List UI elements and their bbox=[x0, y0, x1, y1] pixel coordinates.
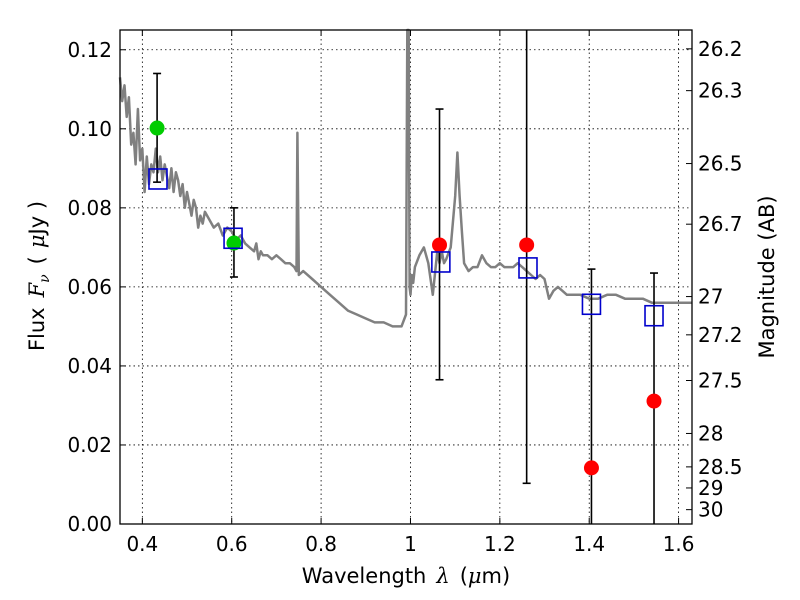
y2-tick-label: 27.2 bbox=[698, 323, 743, 347]
x-axis-title: Wavelength λ (μm) bbox=[302, 564, 510, 588]
detection-point bbox=[149, 120, 165, 136]
y-tick-label: 0.04 bbox=[67, 354, 112, 378]
x-tick-label: 0.8 bbox=[305, 532, 337, 556]
x-tick-label: 0.4 bbox=[126, 532, 158, 556]
y2-axis-title: Magnitude (AB) bbox=[755, 195, 779, 358]
model-photometry-square bbox=[223, 227, 243, 250]
y-tick-label: 0.00 bbox=[67, 512, 112, 536]
y2-tick-label: 26.7 bbox=[698, 212, 743, 236]
nondetection-point bbox=[519, 237, 535, 253]
y-tick-label: 0.02 bbox=[67, 433, 112, 457]
y2-tick-label: 29 bbox=[698, 476, 723, 500]
detection-point bbox=[226, 235, 242, 251]
y2-tick-label: 26.3 bbox=[698, 79, 743, 103]
y-axis-title: FluxFν(μJy ) bbox=[25, 201, 53, 351]
y2-tick-label: 26.5 bbox=[698, 152, 743, 176]
model-spectrum-layer bbox=[118, 28, 692, 328]
model-photometry-square bbox=[581, 293, 602, 316]
model-photometry-square bbox=[518, 257, 538, 279]
x-tick-label: 1.4 bbox=[573, 532, 605, 556]
y-tick-label: 0.10 bbox=[67, 117, 112, 141]
x-tick-label: 1 bbox=[404, 532, 417, 556]
points-layer bbox=[148, 120, 664, 476]
nondetection-point bbox=[646, 393, 662, 409]
nondetection-point bbox=[432, 237, 448, 253]
plot-frame bbox=[119, 29, 693, 525]
x-tick-label: 1.6 bbox=[663, 532, 695, 556]
model-spectrum-line bbox=[118, 28, 692, 328]
y2-tick-label: 27 bbox=[698, 285, 723, 309]
y2-tick-label: 27.5 bbox=[698, 369, 743, 393]
x-tick-label: 1.2 bbox=[484, 532, 516, 556]
y-tick-label: 0.06 bbox=[67, 275, 112, 299]
y-tick-label: 0.08 bbox=[67, 196, 112, 220]
x-tick-label: 0.6 bbox=[216, 532, 248, 556]
model-photometry-square bbox=[431, 251, 451, 273]
model-photometry-square bbox=[644, 304, 664, 327]
y2-tick-label: 28 bbox=[698, 421, 723, 445]
y-tick-label: 0.12 bbox=[67, 38, 112, 62]
model-photometry-square bbox=[148, 168, 168, 190]
ticks-layer: 0.4 0.6 0.8 1 1.2 1.4 1.6 0.00 0.02 0.04 0.06 0.08 0… bbox=[67, 30, 743, 556]
y2-tick-label: 26.2 bbox=[698, 37, 743, 61]
y2-tick-label: 28.5 bbox=[698, 455, 743, 479]
nondetection-point bbox=[583, 460, 599, 476]
y2-tick-label: 30 bbox=[698, 498, 723, 522]
